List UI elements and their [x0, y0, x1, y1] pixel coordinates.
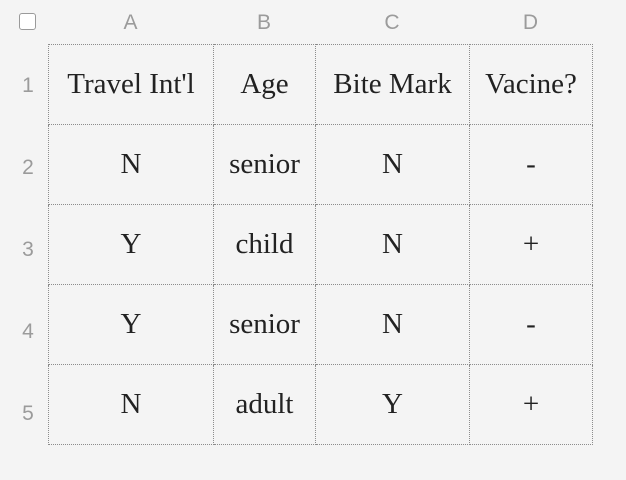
select-all-checkbox[interactable] [19, 13, 36, 30]
cell-c4[interactable]: N [315, 284, 470, 365]
cell-b5[interactable]: adult [213, 364, 316, 445]
cell-b3[interactable]: child [213, 204, 316, 285]
row-header-4[interactable]: 4 [22, 320, 34, 343]
cell-b4[interactable]: senior [213, 284, 316, 365]
column-header-b[interactable]: B [256, 11, 271, 34]
cell-a3[interactable]: Y [48, 204, 214, 285]
cell-d1[interactable]: Vacine? [469, 44, 593, 125]
cell-c2[interactable]: N [315, 124, 470, 205]
cell-a5[interactable]: N [48, 364, 214, 445]
table-row: Travel Int'l Age Bite Mark Vacine? [48, 44, 593, 125]
cell-c1[interactable]: Bite Mark [315, 44, 470, 125]
data-grid: Travel Int'l Age Bite Mark Vacine? N sen… [48, 44, 593, 445]
cell-b1[interactable]: Age [213, 44, 316, 125]
row-header-3[interactable]: 3 [22, 238, 34, 261]
table-row: N adult Y + [48, 364, 593, 445]
cell-c3[interactable]: N [315, 204, 470, 285]
row-header-1[interactable]: 1 [22, 74, 34, 97]
cell-d4[interactable]: - [469, 284, 593, 365]
cell-a2[interactable]: N [48, 124, 214, 205]
cell-a1[interactable]: Travel Int'l [48, 44, 214, 125]
table-row: Y child N + [48, 204, 593, 285]
table-row: Y senior N - [48, 284, 593, 365]
cell-c5[interactable]: Y [315, 364, 470, 445]
cell-d3[interactable]: + [469, 204, 593, 285]
table-row: N senior N - [48, 124, 593, 205]
cell-d2[interactable]: - [469, 124, 593, 205]
row-header-2[interactable]: 2 [22, 156, 34, 179]
row-header-5[interactable]: 5 [22, 402, 34, 425]
cell-a4[interactable]: Y [48, 284, 214, 365]
column-header-c[interactable]: C [384, 11, 400, 34]
cell-b2[interactable]: senior [213, 124, 316, 205]
column-header-d[interactable]: D [522, 11, 539, 34]
cell-d5[interactable]: + [469, 364, 593, 445]
column-header-a[interactable]: A [123, 11, 138, 34]
